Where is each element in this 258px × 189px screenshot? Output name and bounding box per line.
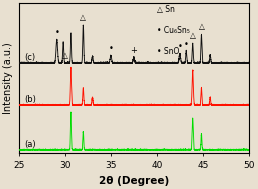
Text: •: • xyxy=(54,28,59,37)
Text: △: △ xyxy=(198,22,204,31)
Text: (c): (c) xyxy=(25,53,36,62)
Text: (a): (a) xyxy=(25,140,36,149)
Text: • SnO: • SnO xyxy=(157,47,179,56)
X-axis label: 2θ (Degree): 2θ (Degree) xyxy=(99,176,169,186)
Text: △: △ xyxy=(190,31,196,40)
Y-axis label: Intensity (a.u.): Intensity (a.u.) xyxy=(3,42,13,114)
Text: • Cu₆Sn₅: • Cu₆Sn₅ xyxy=(157,26,190,35)
Text: +: + xyxy=(131,46,137,55)
Text: (b): (b) xyxy=(25,95,36,104)
Text: △: △ xyxy=(80,13,86,22)
Text: △ Sn: △ Sn xyxy=(157,5,175,14)
Text: •: • xyxy=(109,44,113,53)
Text: •: • xyxy=(178,42,182,51)
Text: △: △ xyxy=(62,51,68,60)
Text: •: • xyxy=(184,40,189,49)
